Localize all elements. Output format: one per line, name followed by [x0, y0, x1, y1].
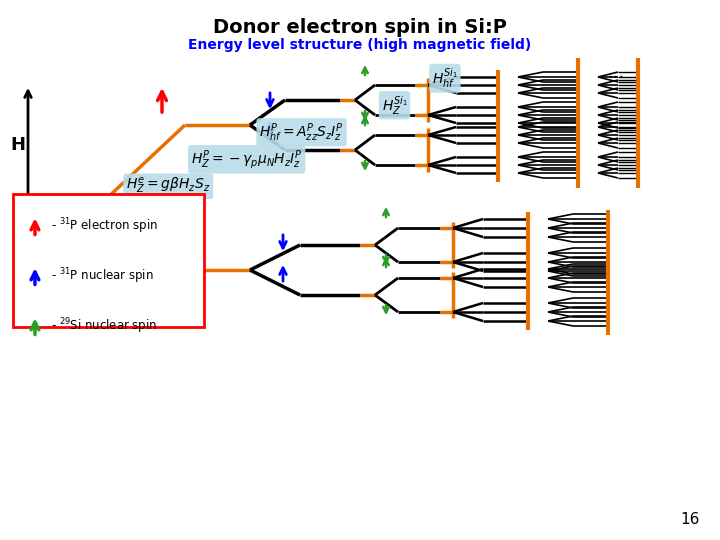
Bar — [13, 194, 204, 327]
Text: - $^{29}$Si nuclear spin: - $^{29}$Si nuclear spin — [51, 316, 157, 336]
Text: - $^{31}$P electron spin: - $^{31}$P electron spin — [51, 217, 158, 236]
Text: Energy level structure (high magnetic field): Energy level structure (high magnetic fi… — [189, 38, 531, 52]
Text: - $^{31}$P nuclear spin: - $^{31}$P nuclear spin — [51, 267, 153, 286]
Text: 16: 16 — [680, 512, 700, 528]
Text: H: H — [11, 136, 25, 154]
Text: ...: ... — [607, 64, 624, 82]
Text: $H_{hf}^P = A_{zz}^P S_z I_z^P$: $H_{hf}^P = A_{zz}^P S_z I_z^P$ — [259, 121, 344, 144]
Text: $H_Z^e = g\beta H_z S_z$: $H_Z^e = g\beta H_z S_z$ — [126, 176, 210, 197]
Text: Donor electron spin in Si:P: Donor electron spin in Si:P — [213, 18, 507, 37]
Text: $H_Z^{Si_1}$: $H_Z^{Si_1}$ — [382, 94, 408, 117]
Text: $H_Z^P = -\gamma_p \mu_N H_z I_z^P$: $H_Z^P = -\gamma_p \mu_N H_z I_z^P$ — [191, 148, 302, 171]
Text: $H_{hf}^{Si_1}$: $H_{hf}^{Si_1}$ — [432, 66, 458, 90]
